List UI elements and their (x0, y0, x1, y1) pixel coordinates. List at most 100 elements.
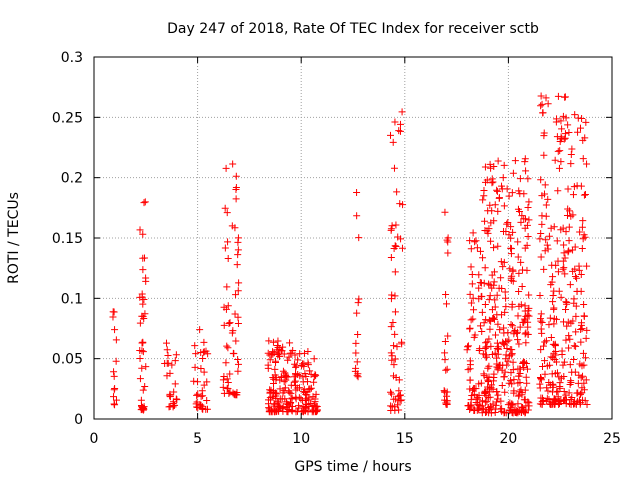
data-point (565, 389, 573, 397)
data-point (549, 381, 557, 389)
data-point (265, 337, 273, 345)
data-point (466, 325, 474, 333)
data-point (481, 264, 489, 272)
data-point (269, 338, 277, 346)
data-point (583, 401, 591, 409)
data-point (312, 408, 320, 416)
data-point (197, 392, 205, 400)
data-point (268, 393, 276, 401)
data-point (504, 218, 512, 226)
data-point (565, 332, 573, 340)
data-point (551, 355, 559, 363)
data-point (392, 221, 400, 229)
data-point (285, 353, 293, 361)
data-point (560, 249, 568, 257)
data-point (502, 303, 510, 311)
data-point (547, 224, 555, 232)
data-point (537, 229, 545, 237)
data-point (514, 253, 522, 261)
data-point (387, 253, 395, 261)
data-point (541, 357, 549, 365)
data-point (491, 331, 499, 339)
data-point (568, 393, 576, 401)
data-point (570, 342, 578, 350)
data-point (565, 247, 573, 255)
data-point (565, 223, 573, 231)
data-point (501, 288, 509, 296)
data-point (550, 305, 558, 313)
data-point (572, 312, 580, 320)
data-point (443, 300, 451, 308)
data-point (223, 375, 231, 383)
data-point (517, 218, 525, 226)
data-point (560, 358, 568, 366)
y-tick-label: 0.15 (52, 231, 83, 247)
data-point (562, 228, 570, 236)
data-point (224, 378, 232, 386)
data-point (485, 373, 493, 381)
data-point (577, 338, 585, 346)
data-point (501, 368, 509, 376)
data-point (472, 237, 480, 245)
data-point (481, 217, 489, 225)
data-point (521, 155, 529, 163)
data-point (307, 384, 315, 392)
data-point (577, 326, 585, 334)
data-point (554, 92, 562, 100)
data-point (577, 319, 585, 327)
data-point (558, 125, 566, 133)
data-point (516, 175, 524, 183)
data-point (483, 343, 491, 351)
data-point (525, 399, 533, 407)
data-point (472, 385, 480, 393)
data-point (234, 367, 242, 375)
data-point (537, 394, 545, 402)
data-point (500, 329, 508, 337)
data-point (272, 395, 280, 403)
data-point (199, 354, 207, 362)
data-point (538, 318, 546, 326)
data-point (493, 354, 501, 362)
data-point (517, 258, 525, 266)
data-point (566, 281, 574, 289)
data-point (484, 383, 492, 391)
data-point (223, 283, 231, 291)
data-point (565, 344, 573, 352)
data-point (354, 299, 362, 307)
data-point (571, 111, 579, 119)
data-point (499, 263, 507, 271)
data-point (481, 398, 489, 406)
data-point (485, 335, 493, 343)
data-point (234, 234, 242, 242)
data-point (569, 191, 577, 199)
y-tick-labels: 0 0.05 0.1 0.15 0.2 0.25 0.3 (52, 50, 83, 428)
data-point (284, 373, 292, 381)
data-point (559, 361, 567, 369)
data-point (136, 226, 144, 234)
data-point (544, 245, 552, 253)
data-point (299, 402, 307, 410)
data-point (470, 407, 478, 415)
data-point (234, 287, 242, 295)
data-point (166, 369, 174, 377)
data-point (551, 370, 559, 378)
data-point (229, 327, 237, 335)
data-point (292, 363, 300, 371)
data-point (499, 174, 507, 182)
data-point (484, 394, 492, 402)
data-point (559, 112, 567, 120)
data-point (563, 396, 571, 404)
data-point (197, 365, 205, 373)
data-point (465, 402, 473, 410)
data-point (490, 278, 498, 286)
data-point (566, 335, 574, 343)
data-point (110, 386, 118, 394)
data-point (353, 309, 361, 317)
data-point (507, 276, 515, 284)
data-point (285, 402, 293, 410)
data-point (500, 161, 508, 169)
data-point (507, 369, 515, 377)
data-point (297, 395, 305, 403)
data-point (166, 393, 174, 401)
data-point (554, 147, 562, 155)
